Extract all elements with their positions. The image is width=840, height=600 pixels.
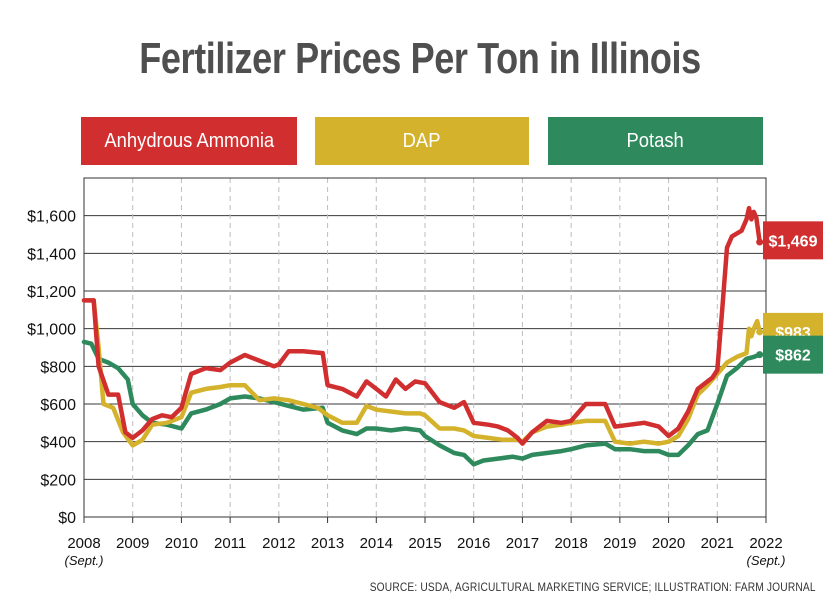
y-tick-label: $1,000: [27, 322, 76, 339]
x-end-note: (Sept.): [746, 553, 785, 568]
legend-label: Potash: [626, 129, 685, 152]
chart-title: Fertilizer Prices Per Ton in Illinois: [139, 34, 701, 83]
end-value-label: $1,469: [769, 233, 818, 250]
y-tick-label: $600: [40, 397, 76, 414]
y-tick-label: $1,600: [27, 209, 76, 226]
legend-label: Anhydrous Ammonia: [104, 129, 274, 152]
x-tick-label: 2019: [603, 535, 636, 552]
legend-anhydrous-ammonia: Anhydrous Ammonia: [81, 117, 297, 165]
y-tick-label: $800: [40, 359, 76, 376]
series-endpoint: [756, 238, 764, 246]
series-line-potash: [81, 339, 762, 467]
legend-label: DAP: [403, 129, 441, 152]
y-tick-label: $1,400: [27, 246, 76, 263]
x-tick-label: 2018: [554, 535, 587, 552]
series-line-anhydrous-ammonia: [81, 205, 762, 446]
x-tick-label: 2021: [701, 535, 734, 552]
x-tick-label: 2013: [311, 535, 344, 552]
x-tick-label: 2011: [214, 535, 246, 552]
legend-dap: DAP: [315, 117, 529, 165]
x-tick-label: 2022: [749, 535, 782, 552]
series-endpoint: [756, 328, 764, 336]
end-value-label: $862: [775, 348, 811, 365]
series-endpoint: [756, 351, 764, 359]
y-tick-label: $200: [40, 472, 76, 489]
x-tick-label: 2014: [360, 535, 393, 552]
x-tick-label: 2017: [506, 535, 539, 552]
x-tick-label: 2016: [457, 535, 490, 552]
x-tick-label: 2010: [165, 535, 198, 552]
x-tick-label: 2020: [652, 535, 685, 552]
y-tick-label: $1,200: [27, 284, 76, 301]
y-tick-label: $0: [58, 510, 76, 527]
x-tick-label: 2012: [262, 535, 295, 552]
end-value-label-box: [763, 221, 823, 260]
x-tick-label: 2008: [67, 535, 100, 552]
y-tick-label: $400: [40, 435, 76, 452]
x-start-note: (Sept.): [64, 553, 103, 568]
series-line-dap: [81, 298, 762, 448]
x-tick-label: 2009: [116, 535, 149, 552]
source-note: SOURCE: USDA, AGRICULTURAL MARKETING SER…: [369, 580, 816, 594]
x-tick-label: 2015: [408, 535, 441, 552]
end-value-label-box: [763, 335, 823, 374]
legend-potash: Potash: [548, 117, 763, 165]
